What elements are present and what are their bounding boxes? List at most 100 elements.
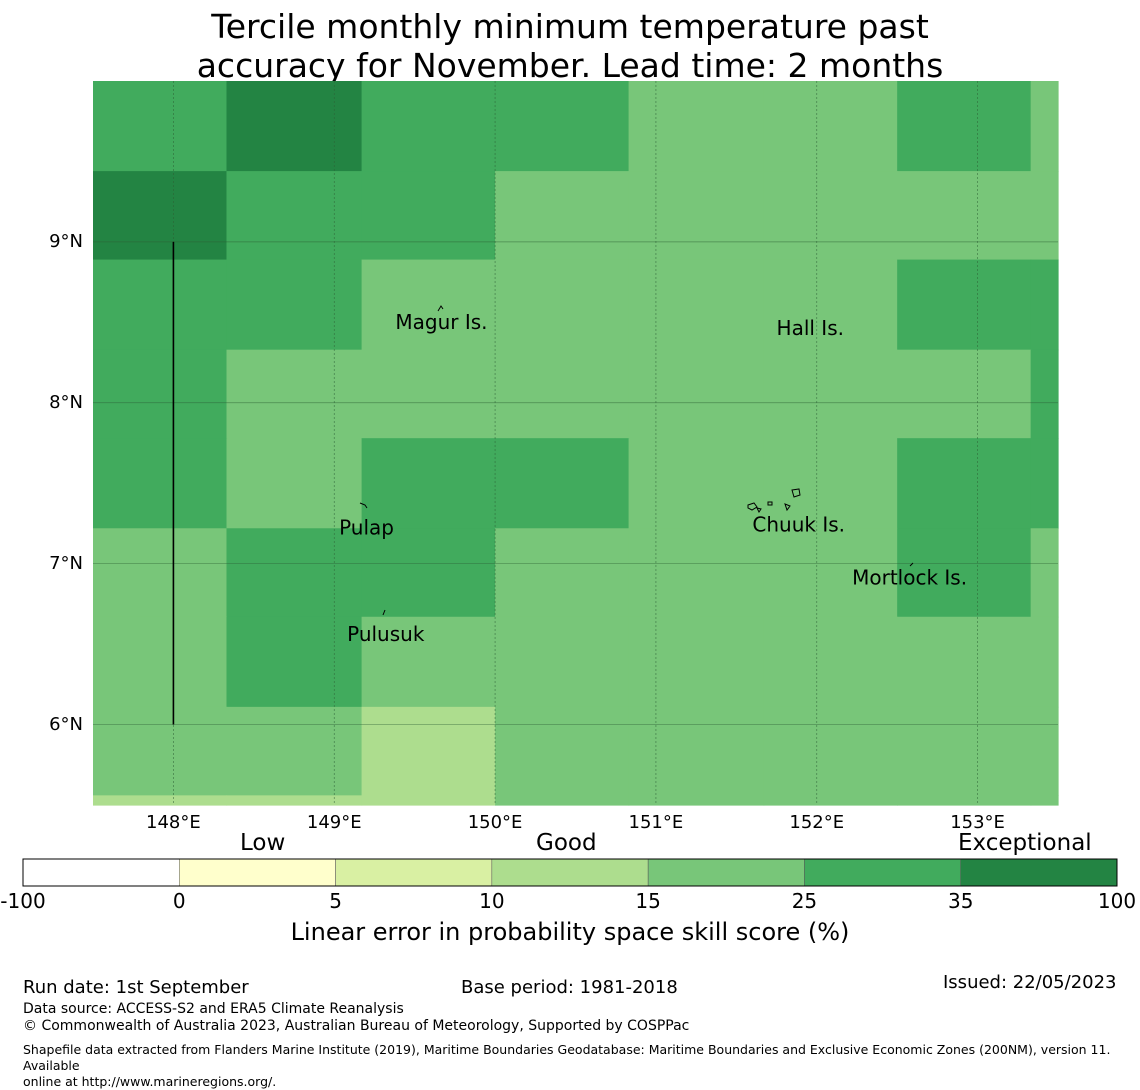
grid-cell: [1030, 171, 1059, 261]
grid-cell: [1030, 81, 1059, 172]
grid-cell: [628, 616, 765, 708]
island-outline: [437, 305, 444, 312]
grid-cell: [628, 171, 765, 261]
lat-tick-label: 7°N: [49, 552, 83, 574]
base-period: Base period: 1981-2018: [461, 977, 678, 998]
place-label: Magur Is.: [395, 310, 487, 334]
grid-cell: [628, 438, 765, 529]
grid-cell: [93, 81, 228, 172]
grid-cell: [628, 259, 765, 351]
map-gridlines: [93, 81, 1058, 805]
place-labels: Magur Is. Hall Is. Pulap Chuuk Is. Mortlock …: [339, 310, 967, 646]
category-low-label: Low: [240, 830, 286, 856]
grid-cell: [495, 259, 630, 351]
grid-cell: [361, 616, 496, 708]
colorbar-tick: 0: [172, 889, 186, 913]
grid-cell: [226, 528, 363, 618]
chart-title-line-1: Tercile monthly minimum temperature past: [211, 7, 929, 46]
grid-cell: [763, 81, 898, 172]
colorbar-segment: [491, 858, 649, 887]
colorbar-frame: [22, 858, 1118, 887]
lon-tick-label: 151°E: [628, 812, 684, 833]
grid-cell: [495, 528, 630, 618]
grid-cell: [1030, 795, 1059, 806]
colorbar-segment: [960, 858, 1118, 887]
grid-cell: [763, 349, 898, 439]
grid-cell: [226, 259, 363, 351]
grid-cell: [763, 795, 898, 806]
colorbar-label: Linear error in probability space skill …: [290, 918, 850, 946]
grid-cell: [495, 616, 630, 708]
grid-cell: [763, 259, 898, 351]
grid-cell: [897, 795, 1032, 806]
grid-cell: [897, 616, 1032, 708]
grid-cell: [897, 528, 1032, 618]
grid-cell: [897, 81, 1032, 172]
colorbar-segment: [647, 858, 805, 887]
grid-cell: [1030, 706, 1059, 796]
place-label: Pulap: [339, 516, 394, 540]
grid-cell: [93, 616, 228, 708]
grid-cell: [93, 438, 228, 529]
island-outlines: [359, 305, 914, 616]
run-date: Run date: 1st September: [23, 977, 249, 998]
colorbar-tick: 15: [635, 889, 661, 913]
grid-cell: [763, 171, 898, 261]
grid-cell: [763, 528, 898, 618]
grid-cell: [1030, 528, 1059, 618]
grid-cell: [495, 706, 630, 796]
place-label: Pulusuk: [347, 622, 425, 646]
grid-cell: [897, 706, 1032, 796]
skill-grid-cells: [93, 81, 1059, 806]
grid-cell: [628, 81, 765, 172]
grid-cell: [226, 795, 363, 806]
place-label: Hall Is.: [777, 316, 844, 340]
grid-cell: [495, 349, 630, 439]
place-label: Mortlock Is.: [852, 566, 967, 590]
colorbar-segment: [179, 858, 336, 887]
grid-cell: [361, 528, 496, 618]
colorbar-tick: 10: [479, 889, 505, 913]
shapefile-credit-line-1: Shapefile data extracted from Flanders M…: [23, 1042, 1111, 1073]
island-outline: [359, 502, 368, 509]
grid-cell: [93, 706, 228, 796]
grid-cell: [93, 528, 228, 618]
colorbar-tick: 25: [791, 889, 818, 913]
grid-cell: [897, 171, 1032, 261]
grid-cell: [226, 616, 363, 708]
grid-cell: [628, 528, 765, 618]
grid-cell: [226, 706, 363, 796]
grid-cell: [93, 349, 228, 439]
grid-cell: [361, 706, 496, 796]
grid-cell: [361, 81, 496, 172]
place-label: Chuuk Is.: [752, 512, 845, 536]
grid-cell: [763, 438, 898, 529]
grid-cell: [628, 706, 765, 796]
grid-cell: [361, 171, 496, 261]
grid-cell: [495, 81, 630, 172]
grid-cell: [628, 795, 765, 806]
grid-cell: [1030, 616, 1059, 708]
grid-cell: [763, 616, 898, 708]
category-good-label: Good: [536, 830, 597, 856]
lat-tick-label: 6°N: [49, 713, 83, 735]
grid-cell: [226, 171, 363, 261]
grid-cell: [495, 171, 630, 261]
grid-cell: [226, 349, 363, 439]
lon-tick-label: 149°E: [306, 812, 362, 833]
colorbar-tick: -100: [0, 889, 46, 913]
colorbar-tick: 35: [947, 889, 974, 913]
grid-cell: [1030, 349, 1059, 439]
grid-cell: [897, 349, 1032, 439]
grid-cell: [93, 171, 228, 261]
colorbar-segment: [22, 858, 180, 887]
grid-cell: [1030, 259, 1059, 351]
chart-title-line-2: accuracy for November. Lead time: 2 mont…: [196, 46, 944, 85]
grid-cell: [361, 259, 496, 351]
category-exceptional-label: Exceptional: [958, 830, 1092, 856]
issued-date: Issued: 22/05/2023: [943, 972, 1117, 993]
colorbar-segment: [335, 858, 493, 887]
grid-cell: [361, 438, 496, 529]
grid-cell: [495, 795, 630, 806]
